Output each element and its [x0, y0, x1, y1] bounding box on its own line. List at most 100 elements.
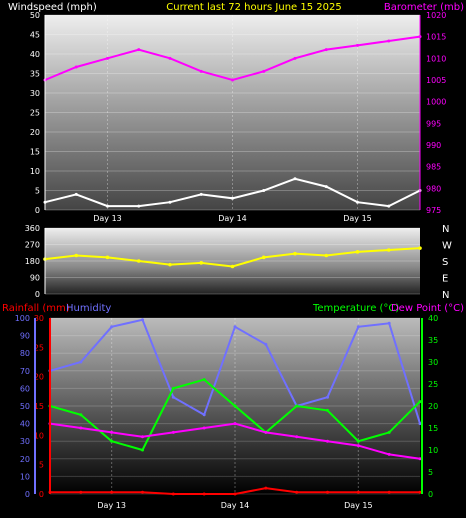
- direction-point: [293, 251, 297, 256]
- humidity-tick-label: 10: [20, 472, 30, 481]
- panel1-background: [45, 15, 420, 210]
- direction-point: [418, 246, 422, 250]
- temperature-tick-label: 20: [428, 402, 438, 411]
- temperature-point: [79, 413, 83, 417]
- dewpoint-point: [171, 430, 175, 434]
- barometer-point: [74, 65, 78, 69]
- dewpoint-point: [264, 430, 268, 434]
- wind-axis-label: Windspeed (mph): [8, 2, 97, 13]
- windspeed-point: [356, 200, 359, 204]
- wind-tick-label: 0: [35, 206, 40, 215]
- wind-tick-label: 45: [30, 31, 40, 40]
- baro-tick-label: 990: [426, 141, 441, 150]
- baro-tick-label: 980: [426, 184, 441, 193]
- rainfall-point: [202, 492, 206, 496]
- windspeed-point: [106, 204, 109, 208]
- humidity-tick-label: 80: [20, 349, 30, 358]
- barometer-point: [262, 69, 266, 73]
- direction-point: [355, 250, 360, 254]
- dewpoint-point: [387, 452, 391, 456]
- humidity-point: [171, 395, 175, 399]
- rainfall-point: [418, 490, 422, 494]
- day-tick-label: Day 14: [218, 214, 247, 223]
- temperature-axis-label: Temperature (°C): [312, 303, 399, 314]
- rainfall-point: [356, 490, 360, 494]
- humidity-tick-label: 90: [20, 332, 30, 341]
- humidity-tick-label: 70: [20, 367, 30, 376]
- dewpoint-point: [202, 426, 206, 430]
- rain-tick-label: 30: [34, 314, 44, 323]
- windspeed-point: [387, 204, 391, 208]
- rain-tick-label: 20: [34, 373, 44, 382]
- humidity-point: [202, 413, 206, 417]
- direction-tick-label: 270: [25, 241, 40, 250]
- compass-label: S: [442, 257, 448, 268]
- direction-point: [324, 253, 329, 258]
- temperature-point: [295, 404, 299, 408]
- temperature-tick-label: 10: [428, 446, 438, 455]
- baro-axis-label: Barometer (mb): [384, 2, 464, 13]
- dewpoint-point: [356, 444, 360, 448]
- dewpoint-point: [295, 435, 299, 439]
- humidity-point: [141, 318, 144, 322]
- temperature-point: [387, 430, 391, 434]
- humidity-point: [356, 325, 360, 329]
- rain-tick-label: 15: [34, 402, 44, 411]
- rain-axis-label: Rainfall (mm): [2, 303, 70, 314]
- rain-tick-label: 10: [34, 431, 44, 440]
- humidity-point: [387, 321, 391, 325]
- wind-tick-label: 40: [30, 50, 40, 59]
- direction-tick-label: 180: [25, 257, 40, 266]
- panel2-background: [45, 228, 420, 294]
- baro-tick-label: 995: [426, 119, 441, 128]
- temperature-point: [326, 408, 329, 412]
- temperature-point: [202, 378, 206, 382]
- direction-point: [261, 255, 266, 260]
- temperature-tick-label: 40: [428, 314, 438, 323]
- dewpoint-point: [418, 457, 422, 461]
- baro-tick-label: 1020: [426, 11, 446, 20]
- baro-tick-label: 1000: [426, 98, 446, 107]
- temperature-point: [418, 400, 422, 404]
- day-tick-label: Day 13: [93, 214, 122, 223]
- windspeed-point: [324, 185, 328, 189]
- direction-point: [168, 262, 172, 267]
- day-tick-label: Day 15: [344, 501, 373, 510]
- direction-tick-label: 360: [25, 224, 40, 233]
- temperature-point: [233, 404, 237, 408]
- temperature-point: [141, 448, 144, 452]
- dewpoint-point: [110, 430, 114, 434]
- rain-tick-label: 5: [39, 461, 44, 470]
- dewpoint-point: [141, 435, 144, 439]
- barometer-point: [387, 39, 391, 43]
- dewpoint-point: [233, 422, 237, 426]
- day-tick-label: Day 15: [343, 214, 372, 223]
- barometer-point: [137, 48, 141, 52]
- humidity-tick-label: 100: [15, 314, 30, 323]
- dewpoint-point: [326, 439, 329, 443]
- compass-label: E: [442, 274, 448, 285]
- barometer-point: [293, 56, 297, 60]
- temperature-tick-label: 0: [428, 490, 433, 499]
- rainfall-point: [387, 490, 391, 494]
- humidity-point: [233, 325, 237, 329]
- wind-tick-label: 10: [30, 167, 40, 176]
- temperature-tick-label: 35: [428, 336, 438, 345]
- direction-point: [105, 255, 110, 260]
- day-tick-label: Day 14: [221, 501, 250, 510]
- rainfall-point: [264, 486, 268, 490]
- direction-tick-label: 0: [35, 290, 40, 299]
- wind-tick-label: 15: [30, 148, 40, 157]
- humidity-tick-label: 30: [20, 437, 30, 446]
- windspeed-point: [199, 192, 203, 196]
- humidity-point: [110, 325, 114, 329]
- windspeed-point: [262, 189, 266, 192]
- direction-point: [386, 248, 391, 252]
- barometer-point: [106, 56, 109, 60]
- wind-tick-label: 50: [30, 11, 40, 20]
- barometer-point: [199, 69, 203, 73]
- rainfall-point: [79, 490, 83, 494]
- direction-tick-label: 90: [30, 274, 40, 283]
- wind-tick-label: 20: [30, 128, 40, 137]
- baro-tick-label: 985: [426, 163, 441, 172]
